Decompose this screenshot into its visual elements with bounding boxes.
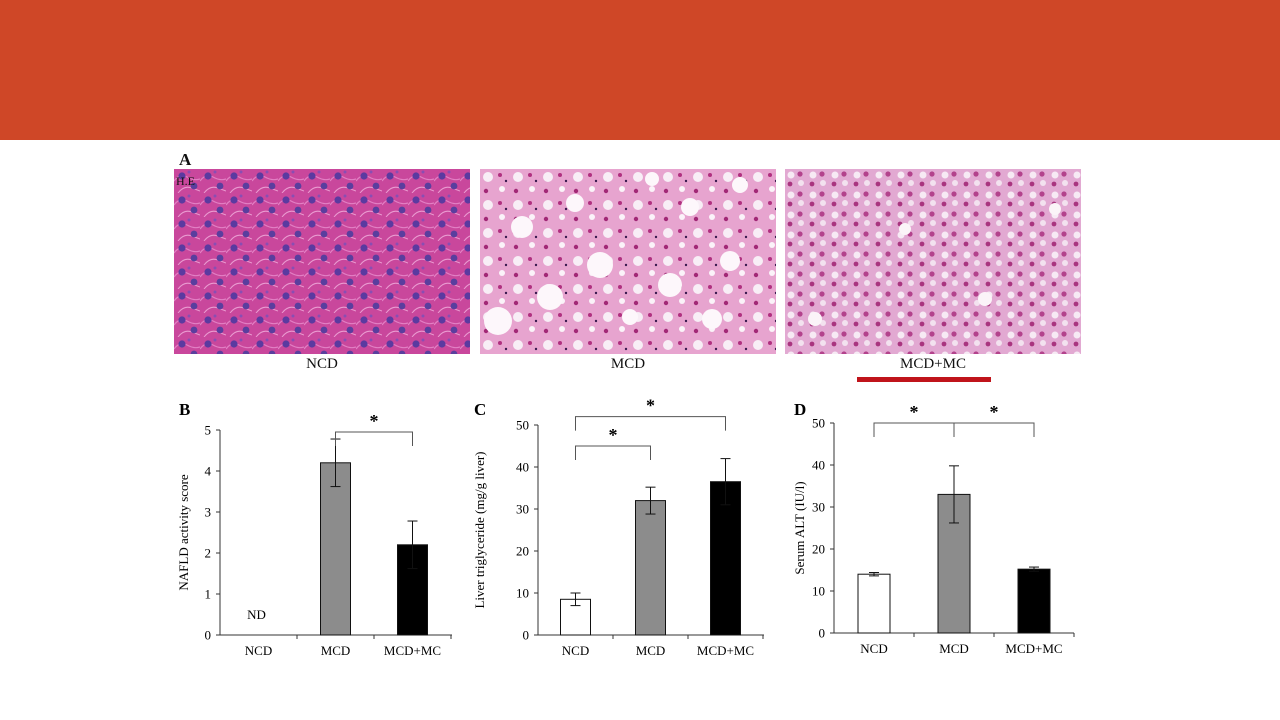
significance-bracket <box>575 416 726 431</box>
x-tick-label: MCD+MC <box>384 643 441 658</box>
x-tick-label: MCD <box>636 643 666 658</box>
bar <box>320 462 351 636</box>
significance-bracket <box>953 422 1035 437</box>
bar <box>710 481 741 636</box>
y-tick-label: 10 <box>812 584 825 599</box>
y-tick-label: 20 <box>516 544 529 559</box>
y-tick-label: 40 <box>516 460 529 475</box>
significance-marker: * <box>910 402 919 422</box>
stain-label: H.E <box>176 174 195 188</box>
y-tick-label: 40 <box>812 458 825 473</box>
y-tick-label: 20 <box>812 542 825 557</box>
nafld-score-chart: B 0 1 2 3 4 5 NAFLD activity score ND NCD MCD MCD+M… <box>176 400 452 658</box>
micrograph-caption-ncd: NCD <box>306 356 338 372</box>
y-tick-label: 4 <box>205 464 212 479</box>
y-axis-title: NAFLD activity score <box>176 474 191 590</box>
panel-a-label: A <box>179 150 192 169</box>
bar <box>635 500 666 636</box>
panel-letter: B <box>179 400 190 419</box>
micrograph-mcd <box>480 169 776 354</box>
x-tick-label: MCD+MC <box>1005 641 1062 656</box>
y-tick-label: 0 <box>819 626 826 641</box>
micrograph-ncd <box>174 169 470 354</box>
y-tick-label: 0 <box>205 628 212 643</box>
chart-d-container: D 0 10 20 30 40 50 Serum ALT (IU/l) NCD MCD MCD+MC… <box>790 395 1090 670</box>
y-tick-label: 0 <box>523 628 530 643</box>
y-tick-label: 5 <box>205 423 212 438</box>
y-axis-title: Liver triglyceride (mg/g liver) <box>472 451 487 608</box>
y-tick-label: 50 <box>516 418 529 433</box>
x-tick-label: MCD <box>939 641 969 656</box>
y-tick-label: 1 <box>205 587 212 602</box>
y-tick-label: 30 <box>516 502 529 517</box>
micrograph-caption-mcd: MCD <box>610 356 646 372</box>
chart-b-container: B 0 1 2 3 4 5 NAFLD activity score ND NCD MCD MCD+M… <box>174 395 460 670</box>
significance-marker: * <box>646 396 655 416</box>
liver-triglyceride-chart: C 0 10 20 30 40 50 Liver triglyceride (mg/g liv… <box>472 396 764 658</box>
y-tick-label: 50 <box>812 416 825 431</box>
micrograph-mcd-mc-image <box>785 169 1081 354</box>
y-axis-title: Serum ALT (IU/l) <box>792 481 807 574</box>
y-tick-label: 3 <box>205 505 212 520</box>
significance-marker: * <box>609 425 618 445</box>
bar <box>857 573 891 634</box>
micrograph-mcd-mc <box>785 169 1081 354</box>
x-tick-label: NCD <box>562 643 589 658</box>
title-banner <box>0 0 1280 140</box>
y-tick-label: 2 <box>205 546 212 561</box>
micrograph-caption-mcd-mc: MCD+MC <box>900 356 966 372</box>
micrograph-ncd-image <box>174 169 470 354</box>
panel-letter: D <box>794 400 806 419</box>
serum-alt-chart: D 0 10 20 30 40 50 Serum ALT (IU/l) NCD MCD MCD+MC… <box>792 400 1075 656</box>
significance-bracket <box>575 445 651 460</box>
significance-bracket <box>873 422 955 437</box>
x-tick-label: NCD <box>245 643 272 658</box>
panel-letter: C <box>474 400 486 419</box>
bar <box>1017 568 1051 634</box>
micrograph-mcd-image <box>480 169 776 354</box>
x-tick-label: MCD+MC <box>697 643 754 658</box>
significance-marker: * <box>990 402 999 422</box>
x-tick-label: MCD <box>321 643 351 658</box>
highlight-underline <box>857 377 991 382</box>
x-tick-label: NCD <box>860 641 887 656</box>
y-tick-label: 10 <box>516 586 529 601</box>
chart-c-container: C 0 10 20 30 40 50 Liver triglyceride (mg/g liv… <box>470 395 770 670</box>
bar-value-label: ND <box>247 607 266 622</box>
significance-marker: * <box>370 411 379 431</box>
significance-bracket <box>335 431 413 447</box>
y-tick-label: 30 <box>812 500 825 515</box>
